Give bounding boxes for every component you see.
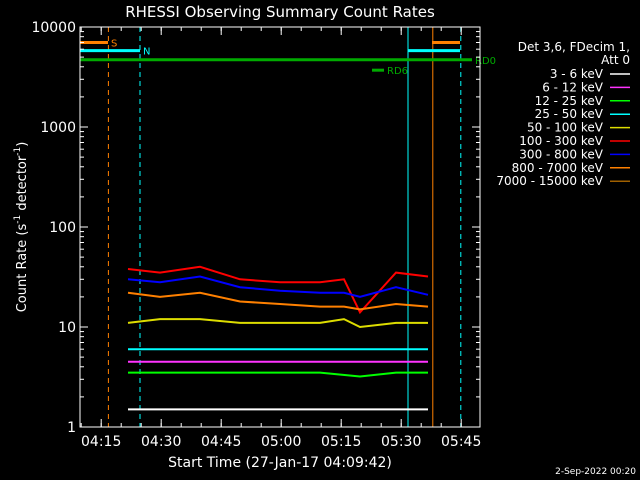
legend-header-line-2: Att 0 bbox=[601, 53, 630, 67]
flag-bar-label-0: S bbox=[111, 38, 117, 49]
legend-label-7: 800 - 7000 keV bbox=[512, 161, 604, 175]
legend-label-3: 25 - 50 keV bbox=[535, 107, 604, 121]
y-tick-label-4: 10000 bbox=[31, 20, 76, 36]
y-tick-label-3: 1000 bbox=[40, 120, 76, 136]
x-axis-label: Start Time (27-Jan-17 04:09:42) bbox=[168, 455, 392, 471]
series-group bbox=[127, 265, 429, 411]
legend-label-2: 12 - 25 keV bbox=[535, 94, 604, 108]
series-line-6 bbox=[127, 275, 429, 298]
legend-label-8: 7000 - 15000 keV bbox=[496, 174, 603, 188]
footer-date: 2-Sep-2022 00:20 bbox=[555, 467, 636, 477]
series-line-7 bbox=[127, 291, 429, 311]
y-axis-label: Count Rate (s-1 detector-1) bbox=[13, 142, 30, 313]
x-tick-label-3: 05:00 bbox=[261, 434, 301, 450]
x-tick-label-5: 05:30 bbox=[381, 434, 421, 450]
flag-bar-label-2: N bbox=[143, 47, 150, 58]
x-tick-label-6: 05:45 bbox=[441, 434, 481, 450]
y-axis-label-exp-1: -1 bbox=[13, 215, 23, 224]
legend-label-6: 300 - 800 keV bbox=[519, 147, 603, 161]
legend-label-5: 100 - 300 keV bbox=[519, 134, 603, 148]
legend-header-line-1: Det 3,6, FDecim 1, bbox=[518, 40, 630, 54]
y-tick-label-2: 100 bbox=[49, 220, 76, 236]
y-axis-ticks: 1 10 100 1000 10000 bbox=[31, 20, 480, 436]
series-line-2 bbox=[128, 371, 428, 378]
flag-bar-label-4: RD0 bbox=[475, 56, 496, 67]
legend-label-4: 50 - 100 keV bbox=[527, 121, 604, 135]
x-tick-label-1: 04:30 bbox=[141, 434, 181, 450]
x-tick-label-0: 04:15 bbox=[81, 434, 121, 450]
series-line-4 bbox=[127, 318, 428, 329]
x-axis-ticks: 04:15 04:30 04:45 05:00 05:15 05:30 05:45 bbox=[80, 27, 481, 450]
legend-label-1: 6 - 12 keV bbox=[542, 80, 604, 94]
x-tick-label-4: 05:15 bbox=[321, 434, 361, 450]
chart-title: RHESSI Observing Summary Count Rates bbox=[125, 3, 435, 21]
y-axis-label-exp-2: -1 bbox=[13, 147, 23, 156]
flag-bar-label-5: RD6 bbox=[387, 66, 408, 77]
y-tick-label-1: 10 bbox=[58, 320, 76, 336]
y-axis-label-part-3: ) bbox=[15, 142, 30, 147]
x-tick-label-2: 04:45 bbox=[201, 434, 241, 450]
flag-bars: S N RD0 RD6 bbox=[80, 38, 496, 77]
vertical-markers bbox=[107, 27, 462, 427]
y-tick-label-0: 1 bbox=[67, 420, 76, 436]
y-axis-label-part-1: Count Rate (s bbox=[15, 224, 30, 313]
legend-label-0: 3 - 6 keV bbox=[550, 67, 604, 81]
y-axis-label-part-2: detector bbox=[15, 155, 30, 215]
